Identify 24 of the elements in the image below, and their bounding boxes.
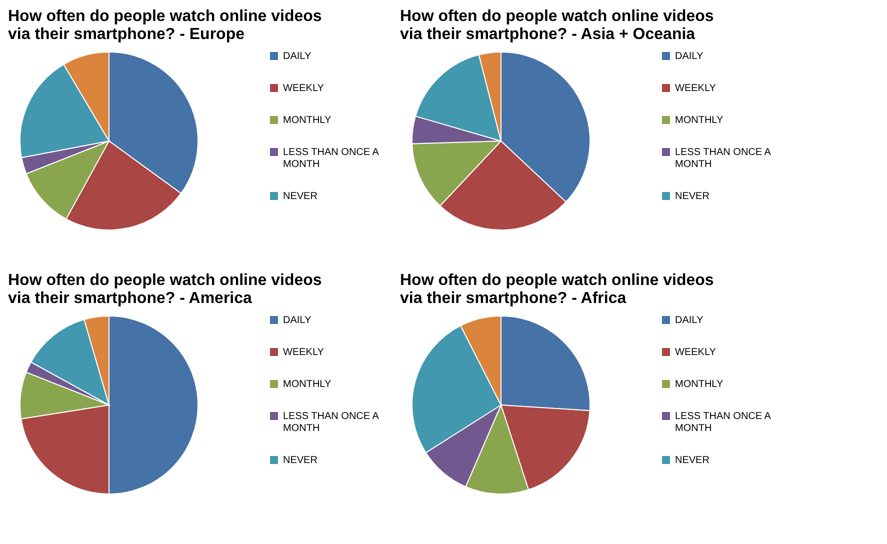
legend-label: WEEKLY xyxy=(283,347,324,358)
legend-label: NEVER xyxy=(283,191,318,202)
legend-label: LESS THAN ONCE A MONTH xyxy=(675,411,772,434)
legend-label: WEEKLY xyxy=(283,83,324,94)
legend-label: NEVER xyxy=(675,455,710,466)
legend-label: LESS THAN ONCE A MONTH xyxy=(283,411,380,434)
legend-label: DAILY xyxy=(675,315,704,326)
legend-label: MONTHLY xyxy=(675,379,724,390)
legend-label: NEVER xyxy=(283,455,318,466)
chart-title: How often do people watch online videos via their smartphone? - Europe xyxy=(8,8,322,43)
legend-label: MONTHLY xyxy=(283,115,332,126)
chart-title: How often do people watch online videos via their smartphone? - America xyxy=(8,272,322,307)
legend-label: MONTHLY xyxy=(675,115,724,126)
legend-label: LESS THAN ONCE A MONTH xyxy=(675,147,772,170)
legend-label: DAILY xyxy=(283,315,312,326)
chart-title: How often do people watch online videos via their smartphone? - Asia + Oceania xyxy=(400,8,714,43)
legend-label: WEEKLY xyxy=(675,347,716,358)
legend-label: DAILY xyxy=(283,51,312,62)
legend-label: DAILY xyxy=(675,51,704,62)
chart-title: How often do people watch online videos via their smartphone? - Africa xyxy=(400,272,714,307)
legend-label: WEEKLY xyxy=(675,83,716,94)
legend-label: NEVER xyxy=(675,191,710,202)
legend-label: MONTHLY xyxy=(283,379,332,390)
legend-label: LESS THAN ONCE A MONTH xyxy=(283,147,380,170)
